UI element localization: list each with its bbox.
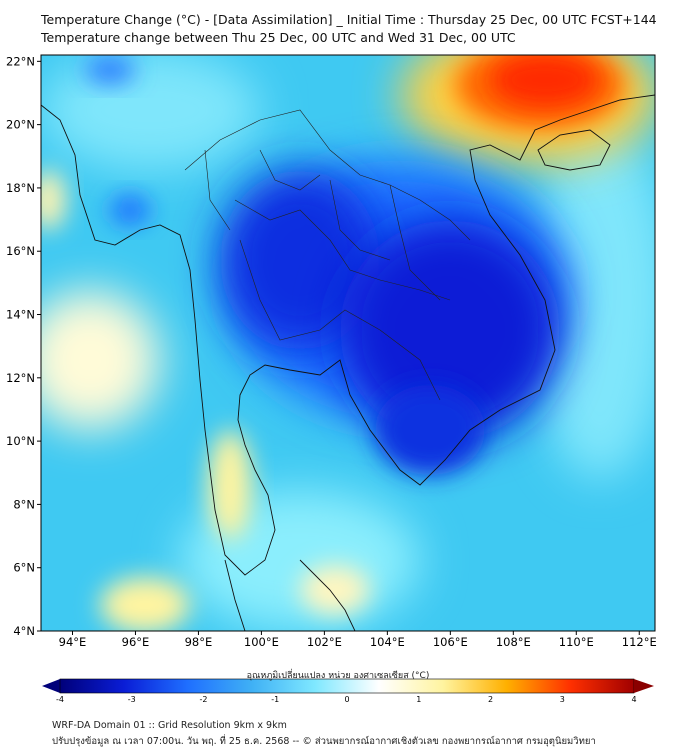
cooling-zone-delta bbox=[375, 385, 485, 475]
map-subtitle: Temperature change between Thu 25 Dec, 0… bbox=[41, 30, 516, 45]
map-title: Temperature Change (°C) - [Data Assimila… bbox=[41, 12, 657, 27]
lat-tick-label: 8°N bbox=[13, 497, 35, 511]
lon-tick-label: 106°E bbox=[433, 635, 468, 649]
colorbar-tick-label: 4 bbox=[631, 695, 636, 704]
warm-patch-andaman bbox=[41, 290, 160, 430]
colorbar-tick-label: 0 bbox=[344, 695, 349, 704]
light-patch bbox=[41, 55, 260, 170]
warm-patch-malay bbox=[208, 430, 252, 540]
colorbar-tick-label: -1 bbox=[271, 695, 279, 704]
colorbar-tick-label: 3 bbox=[560, 695, 565, 704]
cooling-zone-west bbox=[220, 170, 380, 350]
coastlines bbox=[41, 94, 655, 631]
lon-tick-label: 98°E bbox=[185, 635, 213, 649]
lat-tick-label: 22°N bbox=[6, 54, 35, 68]
footer-credit: ปรับปรุงข้อมูล ณ เวลา 07:00น. วัน พฤ. ที… bbox=[52, 736, 596, 747]
colorbar-label: อุณหภูมิเปลี่ยนแปลง หน่วย องศาเซลเซียส (… bbox=[246, 671, 430, 681]
colorbar-tick-label: -3 bbox=[128, 695, 136, 704]
colorbar-high-arrow bbox=[634, 679, 654, 693]
lat-tick-label: 12°N bbox=[6, 371, 35, 385]
lon-tick-label: 108°E bbox=[496, 635, 531, 649]
lat-tick-label: 4°N bbox=[13, 624, 35, 638]
lat-tick-label: 14°N bbox=[6, 308, 35, 322]
lat-tick-label: 20°N bbox=[6, 118, 35, 132]
cooling-zone-core bbox=[340, 220, 560, 440]
colorbar-tick-label: 2 bbox=[488, 695, 493, 704]
warm-patch-bengal bbox=[100, 577, 190, 631]
cooling-spot-north bbox=[85, 56, 135, 84]
colorbar-tick-label: -2 bbox=[200, 695, 208, 704]
borders bbox=[184, 109, 471, 401]
hainan-island bbox=[537, 129, 611, 171]
lon-tick-label: 112°E bbox=[622, 635, 657, 649]
warm-patch-south bbox=[300, 565, 370, 615]
colorbar-low-arrow bbox=[42, 679, 60, 693]
lat-tick-label: 18°N bbox=[6, 181, 35, 195]
plot-frame bbox=[40, 54, 656, 632]
lon-tick-label: 94°E bbox=[59, 635, 87, 649]
warming-zone-core bbox=[490, 55, 600, 108]
field-layer bbox=[41, 55, 655, 631]
lon-tick-label: 100°E bbox=[244, 635, 279, 649]
warm-patch-west bbox=[41, 170, 66, 230]
lat-tick-label: 6°N bbox=[13, 561, 35, 575]
lon-tick-label: 104°E bbox=[370, 635, 405, 649]
colorbar: -4 -3 -2 -1 0 1 2 3 4 bbox=[42, 678, 654, 704]
lat-tick-label: 10°N bbox=[6, 434, 35, 448]
cooling-spot-myanmar bbox=[110, 195, 150, 225]
colorbar-tick-label: 1 bbox=[416, 695, 421, 704]
colorbar-tick-label: -4 bbox=[56, 695, 64, 704]
footer-model-info: WRF-DA Domain 01 :: Grid Resolution 9km … bbox=[52, 720, 287, 731]
lon-tick-label: 96°E bbox=[122, 635, 150, 649]
lat-tick-label: 16°N bbox=[6, 244, 35, 258]
light-patch bbox=[530, 120, 655, 480]
lon-tick-label: 102°E bbox=[307, 635, 342, 649]
lon-ticks: 94°E 96°E 98°E 100°E 102°E 104°E 106°E 108°E 110… bbox=[59, 631, 657, 649]
lat-ticks: 4°N 6°N 8°N 10°N 12°N 14°N 16°N 18°N 20°N 22°N bbox=[6, 54, 41, 638]
lon-tick-label: 110°E bbox=[559, 635, 594, 649]
